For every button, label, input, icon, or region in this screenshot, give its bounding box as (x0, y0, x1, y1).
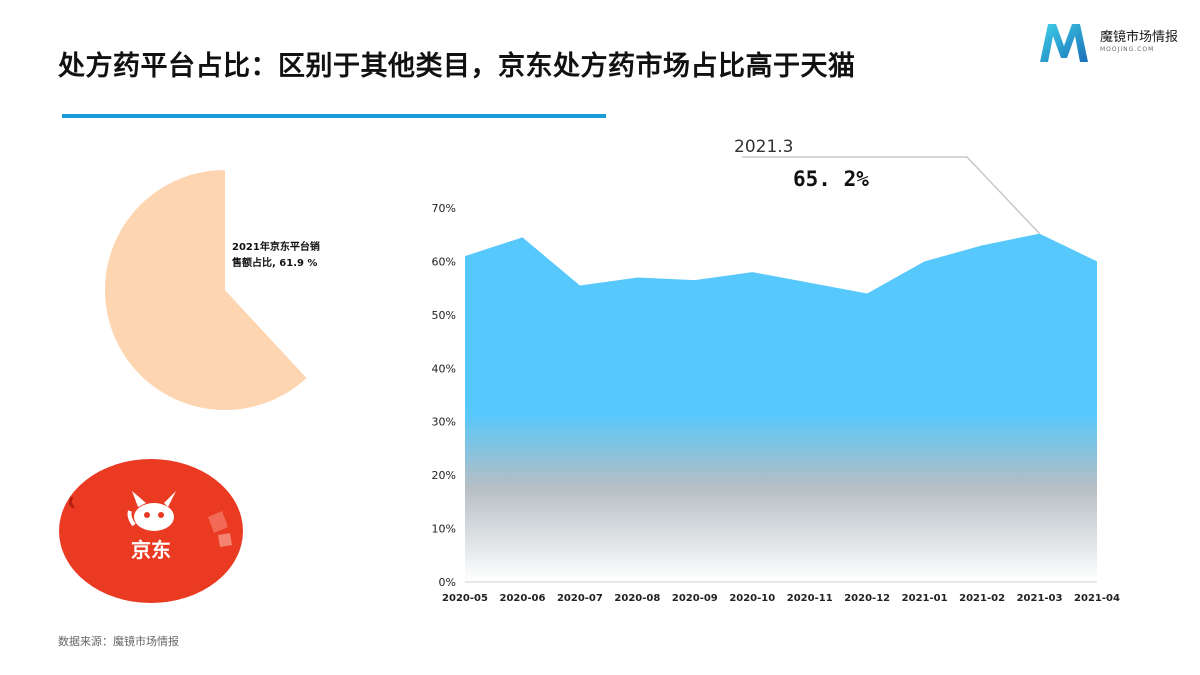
title-divider (62, 114, 606, 118)
jd-logo-text: 京东 (131, 538, 171, 562)
annotation-value: 65. 2% (793, 167, 869, 191)
x-tick-label: 2021-02 (959, 593, 1005, 604)
pie-slice-1 (225, 170, 330, 378)
x-tick-label: 2020-12 (844, 593, 890, 604)
x-tick-label: 2020-06 (500, 593, 546, 604)
annotation-date: 2021.3 (734, 137, 793, 157)
x-tick-label: 2021-01 (902, 593, 948, 604)
y-tick-label: 10% (432, 523, 456, 536)
x-tick-label: 2020-08 (614, 593, 660, 604)
x-tick-label: 2021-03 (1017, 593, 1063, 604)
moojing-m-icon (1040, 24, 1088, 62)
pie-slice-label: 2021年京东平台销 售额占比, 61.9 % (232, 240, 352, 272)
y-tick-label: 70% (432, 202, 456, 215)
brand-name: 魔镜市场情报 (1100, 30, 1179, 45)
y-tick-label: 40% (432, 362, 456, 375)
pie-label-line2: 售额占比, 61.9 % (232, 258, 318, 269)
page-title: 处方药平台占比：区别于其他类目，京东处方药市场占比高于天猫 (58, 51, 856, 82)
x-tick-label: 2020-05 (442, 593, 488, 604)
annotation-leader-line (742, 156, 1041, 235)
pie-slice-0 (104, 170, 307, 410)
pie-label-line1: 2021年京东平台销 (232, 242, 320, 253)
x-tick-label: 2020-09 (672, 593, 718, 604)
brand-domain: MOOJING.COM (1100, 46, 1155, 53)
jd-logo: 京东 (58, 457, 244, 605)
y-tick-label: 20% (432, 469, 456, 482)
y-tick-label: 30% (432, 416, 456, 429)
source-note: 数据来源：魔镜市场情报 (58, 635, 179, 648)
y-tick-label: 0% (439, 576, 456, 589)
pie-chart (104, 170, 330, 410)
brand-logo: 魔镜市场情报 MOOJING.COM (1036, 18, 1196, 66)
jd-logo-disc (59, 459, 243, 603)
jd-dog-mascot-icon (127, 491, 176, 531)
x-tick-label: 2020-10 (729, 593, 775, 604)
x-tick-label: 2021-04 (1074, 593, 1120, 604)
area-series (465, 233, 1097, 582)
x-tick-label: 2020-11 (787, 593, 833, 604)
y-tick-label: 50% (432, 309, 456, 322)
x-tick-label: 2020-07 (557, 593, 603, 604)
y-tick-label: 60% (432, 255, 456, 268)
